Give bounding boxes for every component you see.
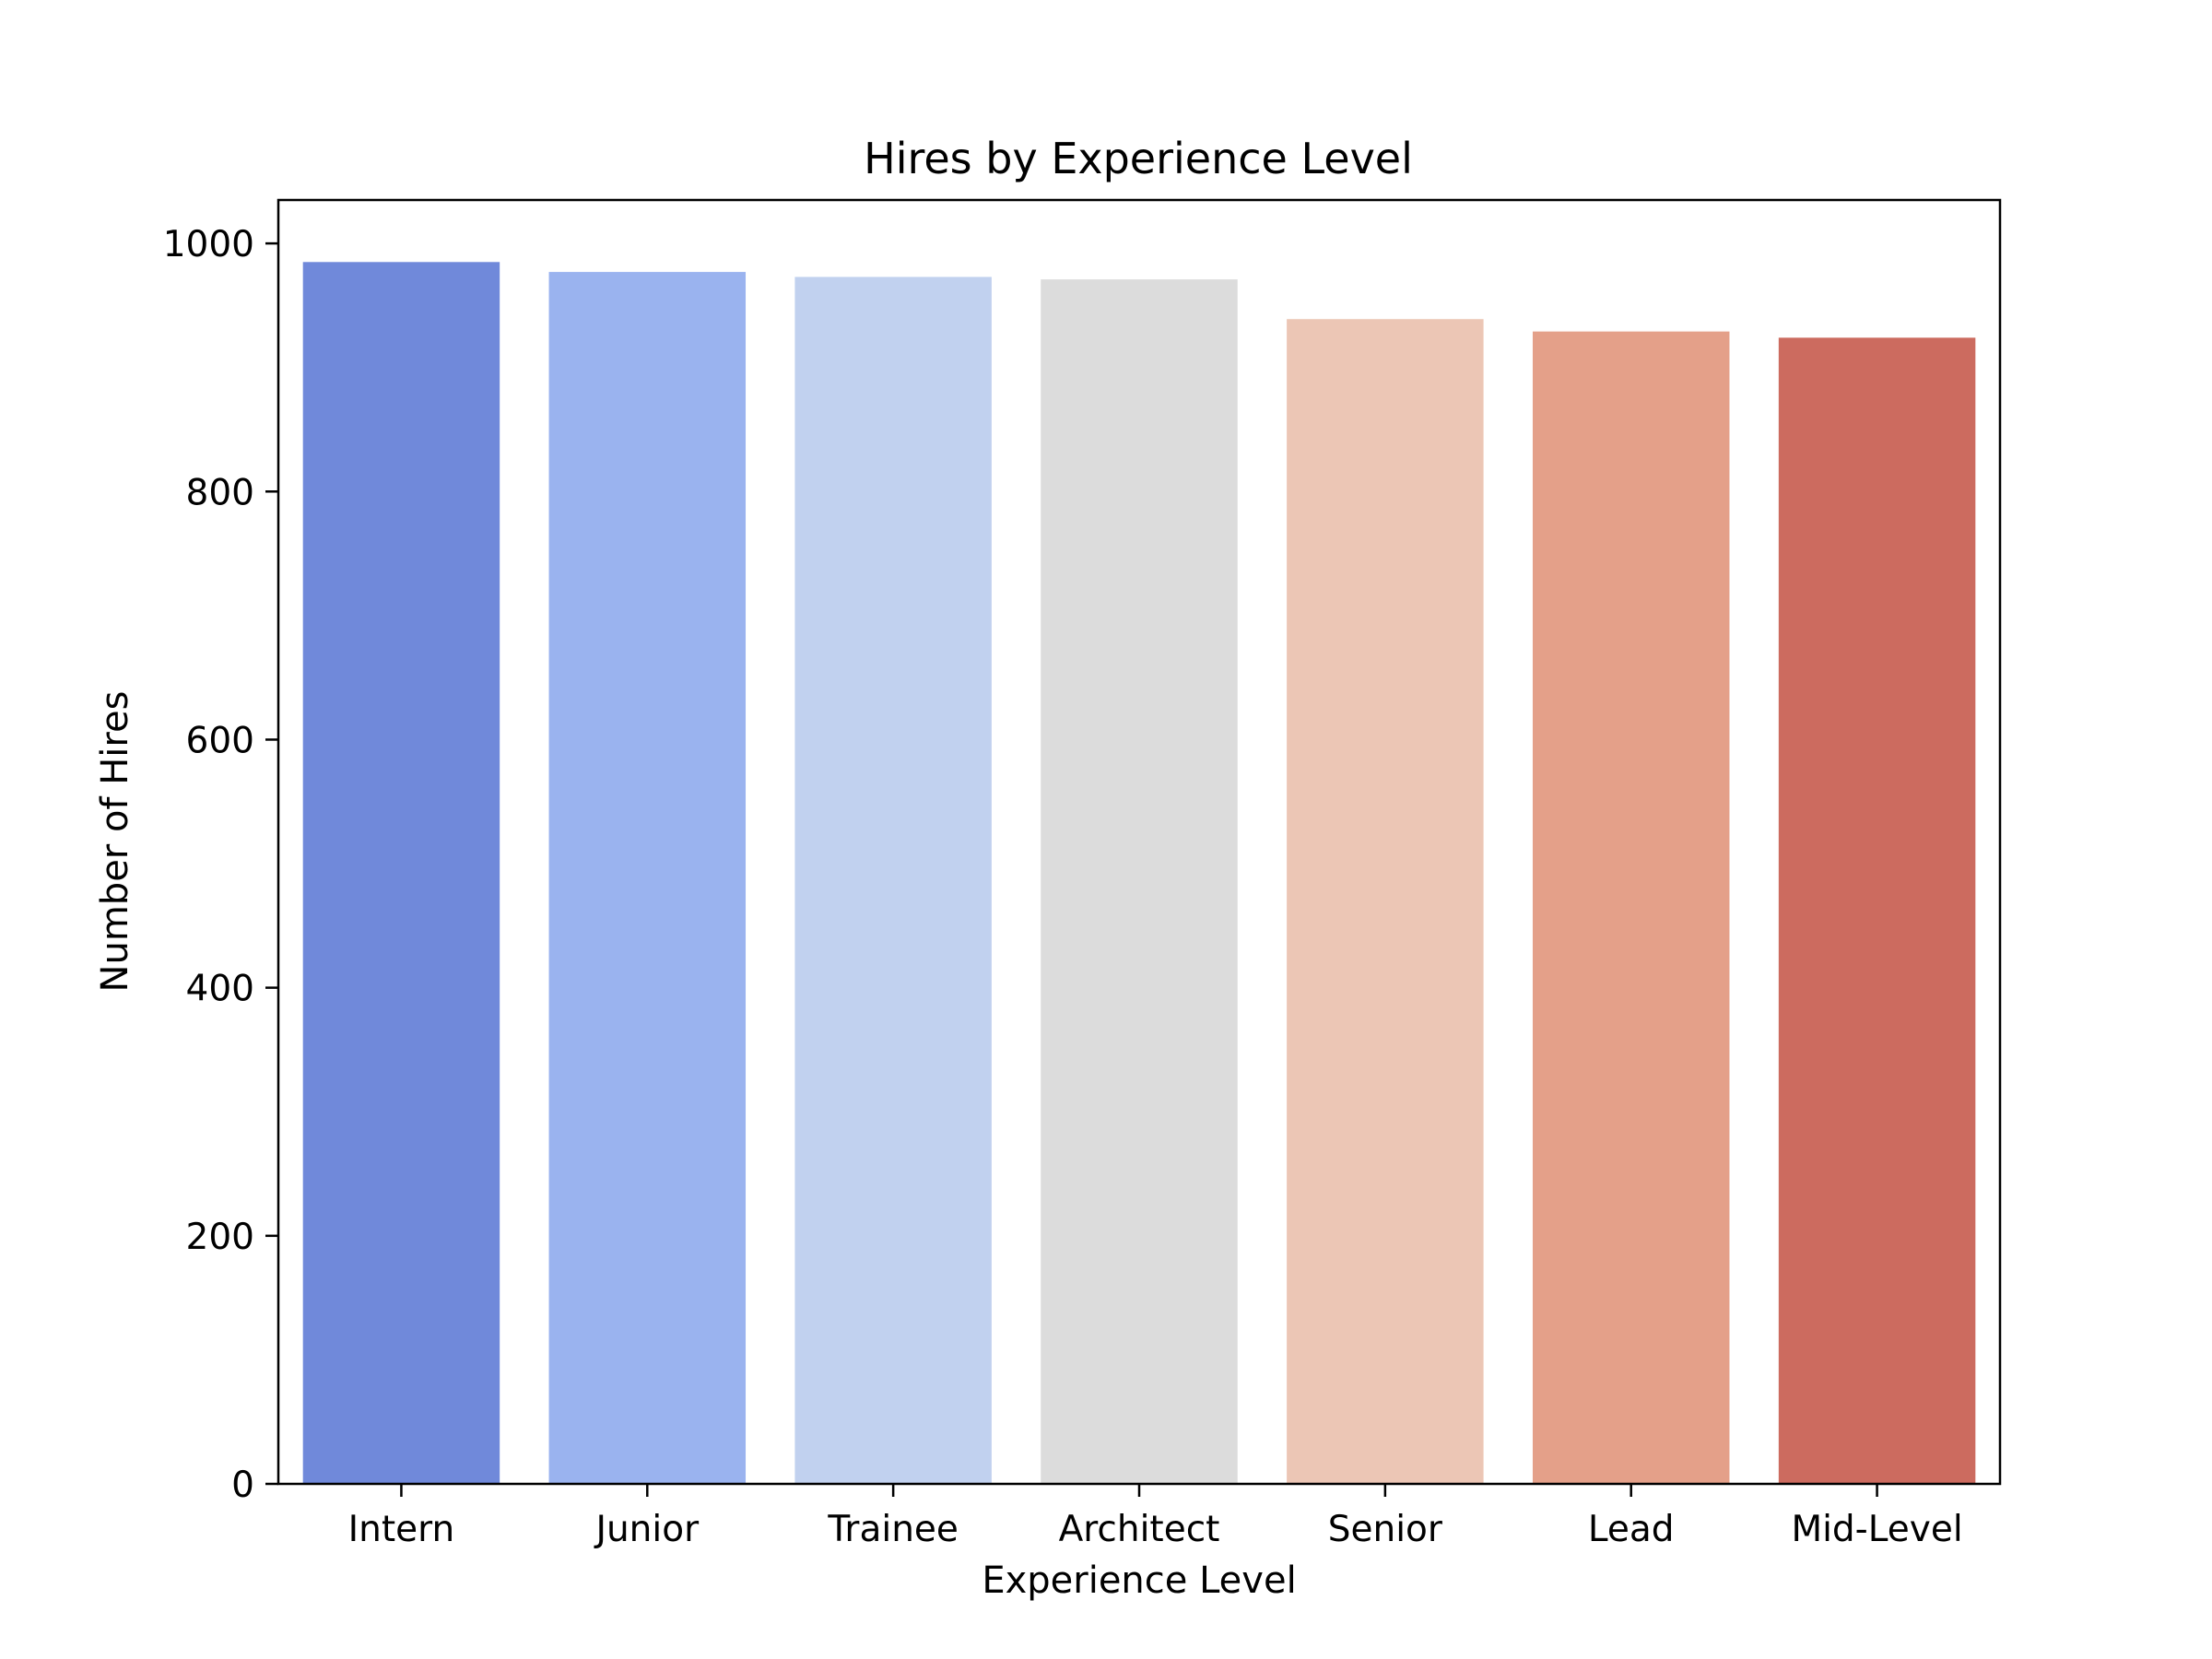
bar-architect [1041,279,1238,1484]
x-axis: Intern Junior Trainee Architect Senior Lead Mi… [348,1484,1963,1550]
y-tick-label: 0 [231,1465,254,1506]
bar-mid-level [1778,337,1976,1485]
x-tick-label: Trainee [827,1509,959,1550]
x-axis-label: Experience Level [982,1559,1296,1602]
y-tick-label: 1000 [163,224,254,265]
y-axis-label: Number of Hires [94,691,136,993]
bar-lead [1532,331,1730,1484]
bars-layer [302,262,1976,1485]
y-tick-label: 800 [186,472,254,513]
bar-trainee [794,276,992,1484]
plot-frame [276,198,2002,1486]
chart-title: Hires by Experience Level [864,134,1413,183]
bar-senior [1287,319,1484,1484]
x-tick-label: Senior [1328,1509,1443,1550]
y-tick-label: 400 [186,969,254,1010]
x-tick-label: Junior [593,1509,700,1550]
x-tick-label: Intern [348,1509,455,1550]
bar-intern [302,262,500,1484]
x-tick-label: Mid-Level [1791,1509,1962,1550]
y-tick-label: 600 [186,720,254,761]
y-tick-label: 200 [186,1217,254,1258]
x-tick-label: Architect [1059,1509,1220,1550]
y-axis: 0 200 400 600 800 1000 [163,224,278,1506]
bar-junior [548,272,747,1485]
x-tick-label: Lead [1588,1509,1675,1550]
